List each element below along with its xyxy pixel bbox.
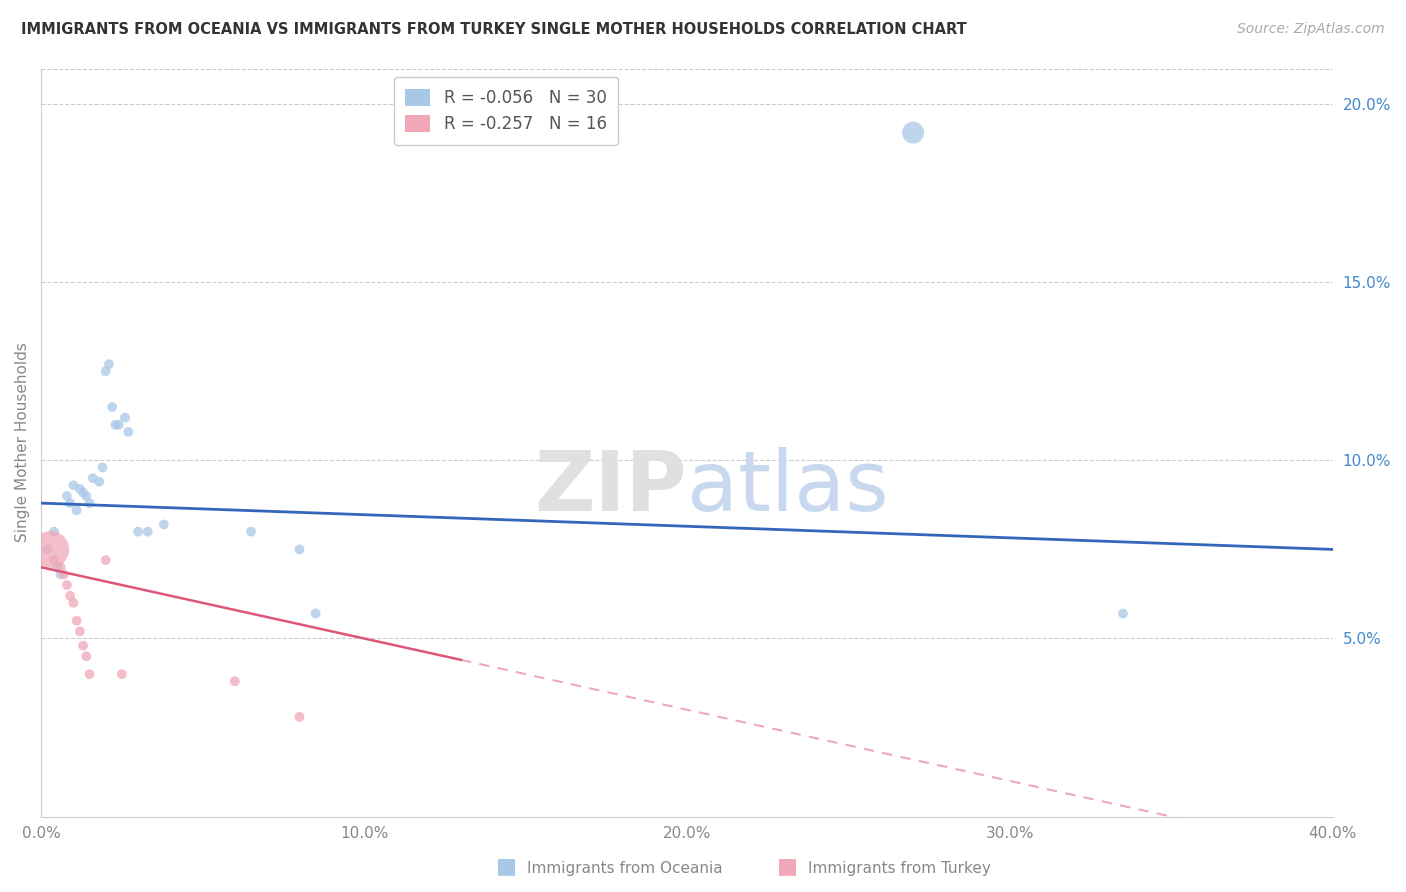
Point — [72, 639, 94, 653]
Point — [59, 496, 82, 510]
Point — [79, 667, 101, 681]
Point — [75, 649, 97, 664]
Point — [59, 589, 82, 603]
Point — [52, 567, 75, 582]
Point — [66, 614, 89, 628]
Point — [136, 524, 159, 539]
Point — [42, 553, 65, 567]
Point — [49, 567, 72, 582]
Text: Immigrants from Turkey: Immigrants from Turkey — [808, 861, 991, 876]
Point — [224, 674, 246, 689]
Point — [127, 524, 149, 539]
Point — [153, 517, 176, 532]
Point — [901, 126, 924, 140]
Point — [97, 357, 120, 371]
Text: atlas: atlas — [688, 447, 889, 528]
Y-axis label: Single Mother Households: Single Mother Households — [15, 343, 30, 542]
Point — [240, 524, 263, 539]
Point — [49, 560, 72, 574]
Text: IMMIGRANTS FROM OCEANIA VS IMMIGRANTS FROM TURKEY SINGLE MOTHER HOUSEHOLDS CORRE: IMMIGRANTS FROM OCEANIA VS IMMIGRANTS FR… — [21, 22, 967, 37]
Point — [94, 553, 117, 567]
Point — [72, 485, 94, 500]
Point — [42, 524, 65, 539]
Point — [79, 496, 101, 510]
Point — [104, 417, 127, 432]
Point — [46, 560, 69, 574]
Point — [288, 710, 311, 724]
Point — [37, 542, 59, 557]
Point — [82, 471, 104, 485]
Legend: R = -0.056   N = 30, R = -0.257   N = 16: R = -0.056 N = 30, R = -0.257 N = 16 — [394, 77, 619, 145]
Point — [288, 542, 311, 557]
Point — [66, 503, 89, 517]
Point — [56, 489, 79, 503]
Point — [117, 425, 139, 439]
Text: ZIP: ZIP — [534, 447, 688, 528]
Point — [62, 478, 84, 492]
Point — [69, 482, 91, 496]
Point — [1112, 607, 1135, 621]
Point — [101, 400, 124, 414]
Point — [91, 460, 114, 475]
Text: ■: ■ — [778, 856, 797, 876]
Point — [56, 578, 79, 592]
Text: Source: ZipAtlas.com: Source: ZipAtlas.com — [1237, 22, 1385, 37]
Point — [75, 489, 97, 503]
Point — [89, 475, 111, 489]
Point — [111, 667, 134, 681]
Point — [304, 607, 326, 621]
Point — [107, 417, 129, 432]
Point — [114, 410, 136, 425]
Point — [62, 596, 84, 610]
Point — [94, 364, 117, 378]
Point — [69, 624, 91, 639]
Point — [39, 542, 62, 557]
Text: ■: ■ — [496, 856, 516, 876]
Text: Immigrants from Oceania: Immigrants from Oceania — [527, 861, 723, 876]
